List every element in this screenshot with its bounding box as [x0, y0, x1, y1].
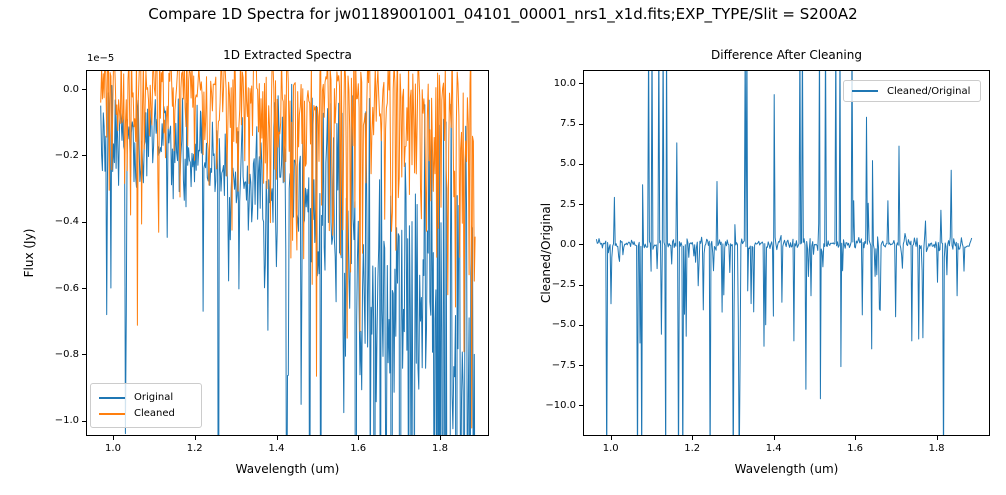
- series-line-cleaned-original: [595, 70, 973, 436]
- y-tick-label: −0.8: [54, 348, 79, 360]
- x-tick-label: 1.6: [847, 443, 864, 454]
- x-tick-label: 1.4: [268, 443, 285, 454]
- x-tick-mark: [936, 436, 938, 440]
- legend-line-sample-cleaned: [99, 412, 125, 415]
- series-line-cleaned: [100, 70, 476, 429]
- y-tick-mark: [82, 89, 86, 90]
- y-tick-mark: [579, 284, 583, 286]
- y-tick-label: −0.6: [54, 282, 79, 294]
- y-tick-mark: [579, 405, 583, 407]
- x-tick-mark: [610, 436, 612, 440]
- x-tick-mark: [194, 436, 196, 440]
- y-tick-label: 5.0: [560, 158, 576, 170]
- x-tick-label: 1.8: [928, 443, 945, 454]
- y-tick-mark: [579, 123, 583, 125]
- left-plot-title: 1D Extracted Spectra: [223, 48, 352, 62]
- series-line-original: [100, 83, 476, 436]
- y-tick-label: 10.0: [553, 77, 576, 89]
- y-tick-mark: [579, 163, 583, 165]
- right-plot-legend: Cleaned/Original: [843, 80, 981, 102]
- x-tick-mark: [692, 436, 694, 440]
- x-tick-label: 1.0: [602, 443, 619, 454]
- x-tick-label: 1.8: [432, 443, 448, 454]
- axes-spines: [86, 70, 489, 436]
- left-plot-xlabel: Wavelength (um): [235, 462, 340, 476]
- y-tick-mark: [82, 354, 86, 356]
- x-tick-label: 1.2: [684, 443, 701, 454]
- legend-row-cleaned: Cleaned: [99, 408, 193, 419]
- y-tick-mark: [579, 83, 583, 85]
- x-tick-label: 1.2: [186, 443, 203, 454]
- x-tick-label: 1.0: [105, 443, 121, 454]
- left-plot-canvas: [86, 70, 489, 436]
- x-tick-mark: [773, 436, 775, 440]
- legend-row-ratio: Cleaned/Original: [852, 86, 972, 97]
- x-tick-mark: [113, 436, 114, 440]
- legend-line-sample-ratio: [852, 90, 878, 92]
- right-plot-area: [583, 70, 990, 436]
- x-tick-mark: [440, 436, 441, 440]
- right-plot-title: Difference After Cleaning: [711, 48, 862, 62]
- y-tick-label: −1.0: [54, 415, 79, 427]
- axes-spines: [583, 70, 990, 436]
- y-tick-mark: [579, 204, 583, 206]
- y-tick-label: −2.5: [551, 279, 576, 290]
- y-tick-label: −5.0: [551, 319, 576, 331]
- y-tick-label: −10.0: [545, 399, 576, 411]
- y-tick-mark: [82, 420, 86, 422]
- figure-suptitle: Compare 1D Spectra for jw01189001001_041…: [148, 5, 858, 23]
- right-plot-xlabel: Wavelength (um): [734, 462, 839, 476]
- left-plot-legend: Original Cleaned: [90, 383, 202, 428]
- y-tick-label: −7.5: [551, 359, 576, 371]
- y-tick-mark: [82, 288, 86, 289]
- y-tick-label: 0.0: [560, 238, 576, 250]
- y-tick-mark: [82, 155, 86, 157]
- legend-label-cleaned: Cleaned: [134, 408, 175, 419]
- x-tick-label: 1.4: [765, 443, 782, 454]
- y-tick-mark: [579, 244, 583, 246]
- y-tick-label: −0.4: [54, 216, 79, 228]
- y-tick-label: 0.0: [63, 83, 79, 95]
- left-plot-area: [86, 70, 489, 436]
- legend-line-sample-original: [99, 396, 125, 399]
- y-tick-label: 7.5: [560, 118, 576, 130]
- x-tick-label: 1.6: [350, 443, 367, 454]
- y-tick-mark: [579, 365, 583, 366]
- legend-label-ratio: Cleaned/Original: [887, 85, 971, 97]
- y-tick-label: −0.2: [54, 149, 79, 161]
- legend-row-original: Original: [99, 392, 193, 403]
- x-tick-mark: [358, 436, 360, 440]
- left-plot-axis-offset-text: 1e−5: [87, 53, 115, 64]
- y-tick-mark: [82, 221, 86, 223]
- y-tick-label: 2.5: [560, 198, 576, 210]
- legend-label-original: Original: [134, 392, 174, 403]
- right-plot-canvas: [583, 70, 990, 436]
- y-tick-mark: [579, 324, 583, 326]
- x-tick-mark: [276, 436, 278, 440]
- x-tick-mark: [855, 436, 857, 440]
